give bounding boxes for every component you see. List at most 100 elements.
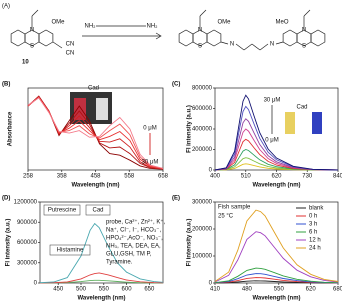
x-tick-label: 550 [274, 287, 285, 293]
atom: N [230, 42, 234, 48]
bond [220, 41, 229, 45]
x-axis-label: Wavelength (nm) [71, 183, 119, 189]
label-box [49, 244, 91, 256]
atom: N [302, 28, 306, 34]
legend-label: blank [309, 206, 324, 212]
x-tick-label: 550 [99, 287, 110, 293]
y-tick-label: 100000 [192, 254, 213, 260]
legend-label: 0 h [309, 214, 317, 220]
atom: N [270, 42, 274, 48]
atom: S [302, 44, 306, 50]
series-line [214, 231, 339, 283]
legend-label: 3 h [309, 222, 317, 228]
x-tick-label: 400 [210, 174, 221, 180]
annotation: 0 μM [265, 138, 278, 144]
series-line [214, 277, 339, 284]
series-line [27, 97, 164, 169]
y-axis-label: Fl intensity (a.u.) [6, 219, 12, 267]
annotation: Histamine [57, 248, 84, 254]
annotation: 25 °C [218, 214, 234, 220]
atom: S [30, 44, 34, 50]
vial [312, 112, 322, 134]
bond [275, 41, 284, 45]
x-axis-label: Wavelength (nm) [252, 183, 300, 189]
y-tick-label: 1200000 [14, 200, 38, 206]
series-line [214, 267, 339, 284]
annotation: probe, Ca²⁺, Zn²⁺, K⁺, [106, 219, 166, 226]
annotation: Putrescine [48, 208, 77, 214]
label-box [85, 204, 111, 216]
y-tick-label: 600000 [17, 240, 38, 246]
annotation: (D) [2, 196, 10, 202]
annotation: (B) [2, 82, 10, 88]
ring [310, 29, 326, 47]
x-tick-label: 680 [333, 287, 342, 293]
series-line [214, 149, 339, 171]
vial [96, 98, 108, 120]
annotation: Cad [296, 105, 307, 111]
y-tick-label: 0 [34, 281, 38, 287]
x-tick-label: 258 [23, 174, 34, 180]
y-tick-label: 300000 [192, 200, 213, 206]
series-line [39, 279, 163, 284]
bond [52, 41, 63, 49]
legend-label: 6 h [309, 230, 317, 236]
annotation: 30 μM [264, 98, 281, 104]
x-tick-label: 600 [122, 287, 133, 293]
series-line [214, 157, 339, 171]
series-line [214, 273, 339, 284]
x-tick-label: 500 [76, 287, 87, 293]
bond [235, 43, 245, 51]
annotation: 0 μM [143, 126, 156, 132]
y-tick-label: 900000 [17, 220, 38, 226]
y-tick-label: 800000 [192, 86, 213, 92]
annotation: (C) [172, 82, 180, 88]
annotation: Cad [92, 208, 103, 214]
x-tick-label: 650 [144, 287, 155, 293]
series-line [214, 209, 339, 282]
annotation: Tyramine. [106, 260, 133, 266]
atom: CN [66, 51, 75, 57]
bond [251, 43, 261, 51]
y-axis-label: Fl intensity (a.u.) [187, 105, 193, 153]
atom: N [198, 28, 202, 34]
panel-label: (A) [2, 4, 10, 10]
annotation: Fish sample [218, 205, 251, 211]
series-line [214, 94, 339, 171]
y-tick-label: 0 [209, 281, 213, 287]
x-tick-label: 658 [158, 174, 169, 180]
ring [206, 29, 222, 47]
ring [178, 29, 194, 47]
annotation: GLU,GSH, TM P, [106, 252, 152, 258]
x-tick-label: 620 [306, 287, 317, 293]
annotation: Cad [88, 86, 99, 92]
bond [199, 9, 207, 17]
annotation: HPO₄²⁻,AcO⁻, NO₃⁻, [106, 236, 163, 242]
x-tick-label: 410 [210, 287, 221, 293]
y-tick-label: 200000 [192, 227, 213, 233]
arrow-head [155, 32, 162, 40]
compound-number: 10 [22, 60, 29, 66]
bond [31, 9, 39, 17]
x-tick-label: 458 [90, 174, 101, 180]
reagent: NH₂ [147, 24, 159, 30]
reagent: NH₂ [85, 24, 97, 30]
annotation: Na⁺, Cl⁻, I⁻, HCO₃⁻, [106, 227, 161, 234]
x-axis-label: Wavelength (nm) [252, 296, 300, 302]
y-tick-label: 600000 [192, 106, 213, 112]
atom: OMe [51, 20, 65, 26]
x-tick-label: 558 [124, 174, 135, 180]
series-line [39, 272, 164, 284]
annotation: NH₃, TEA, DEA, EA, [106, 244, 161, 250]
bond [303, 9, 311, 17]
x-tick-label: 450 [53, 287, 64, 293]
atom: N [30, 28, 34, 34]
x-tick-label: 840 [333, 174, 342, 180]
bond [243, 43, 253, 51]
annotation: (E) [172, 196, 180, 202]
atom: MeO [275, 20, 288, 26]
y-axis-label: Absorbance [8, 111, 14, 146]
y-axis-label: Fl intensity (a.u.) [187, 219, 193, 267]
ring [282, 29, 298, 47]
